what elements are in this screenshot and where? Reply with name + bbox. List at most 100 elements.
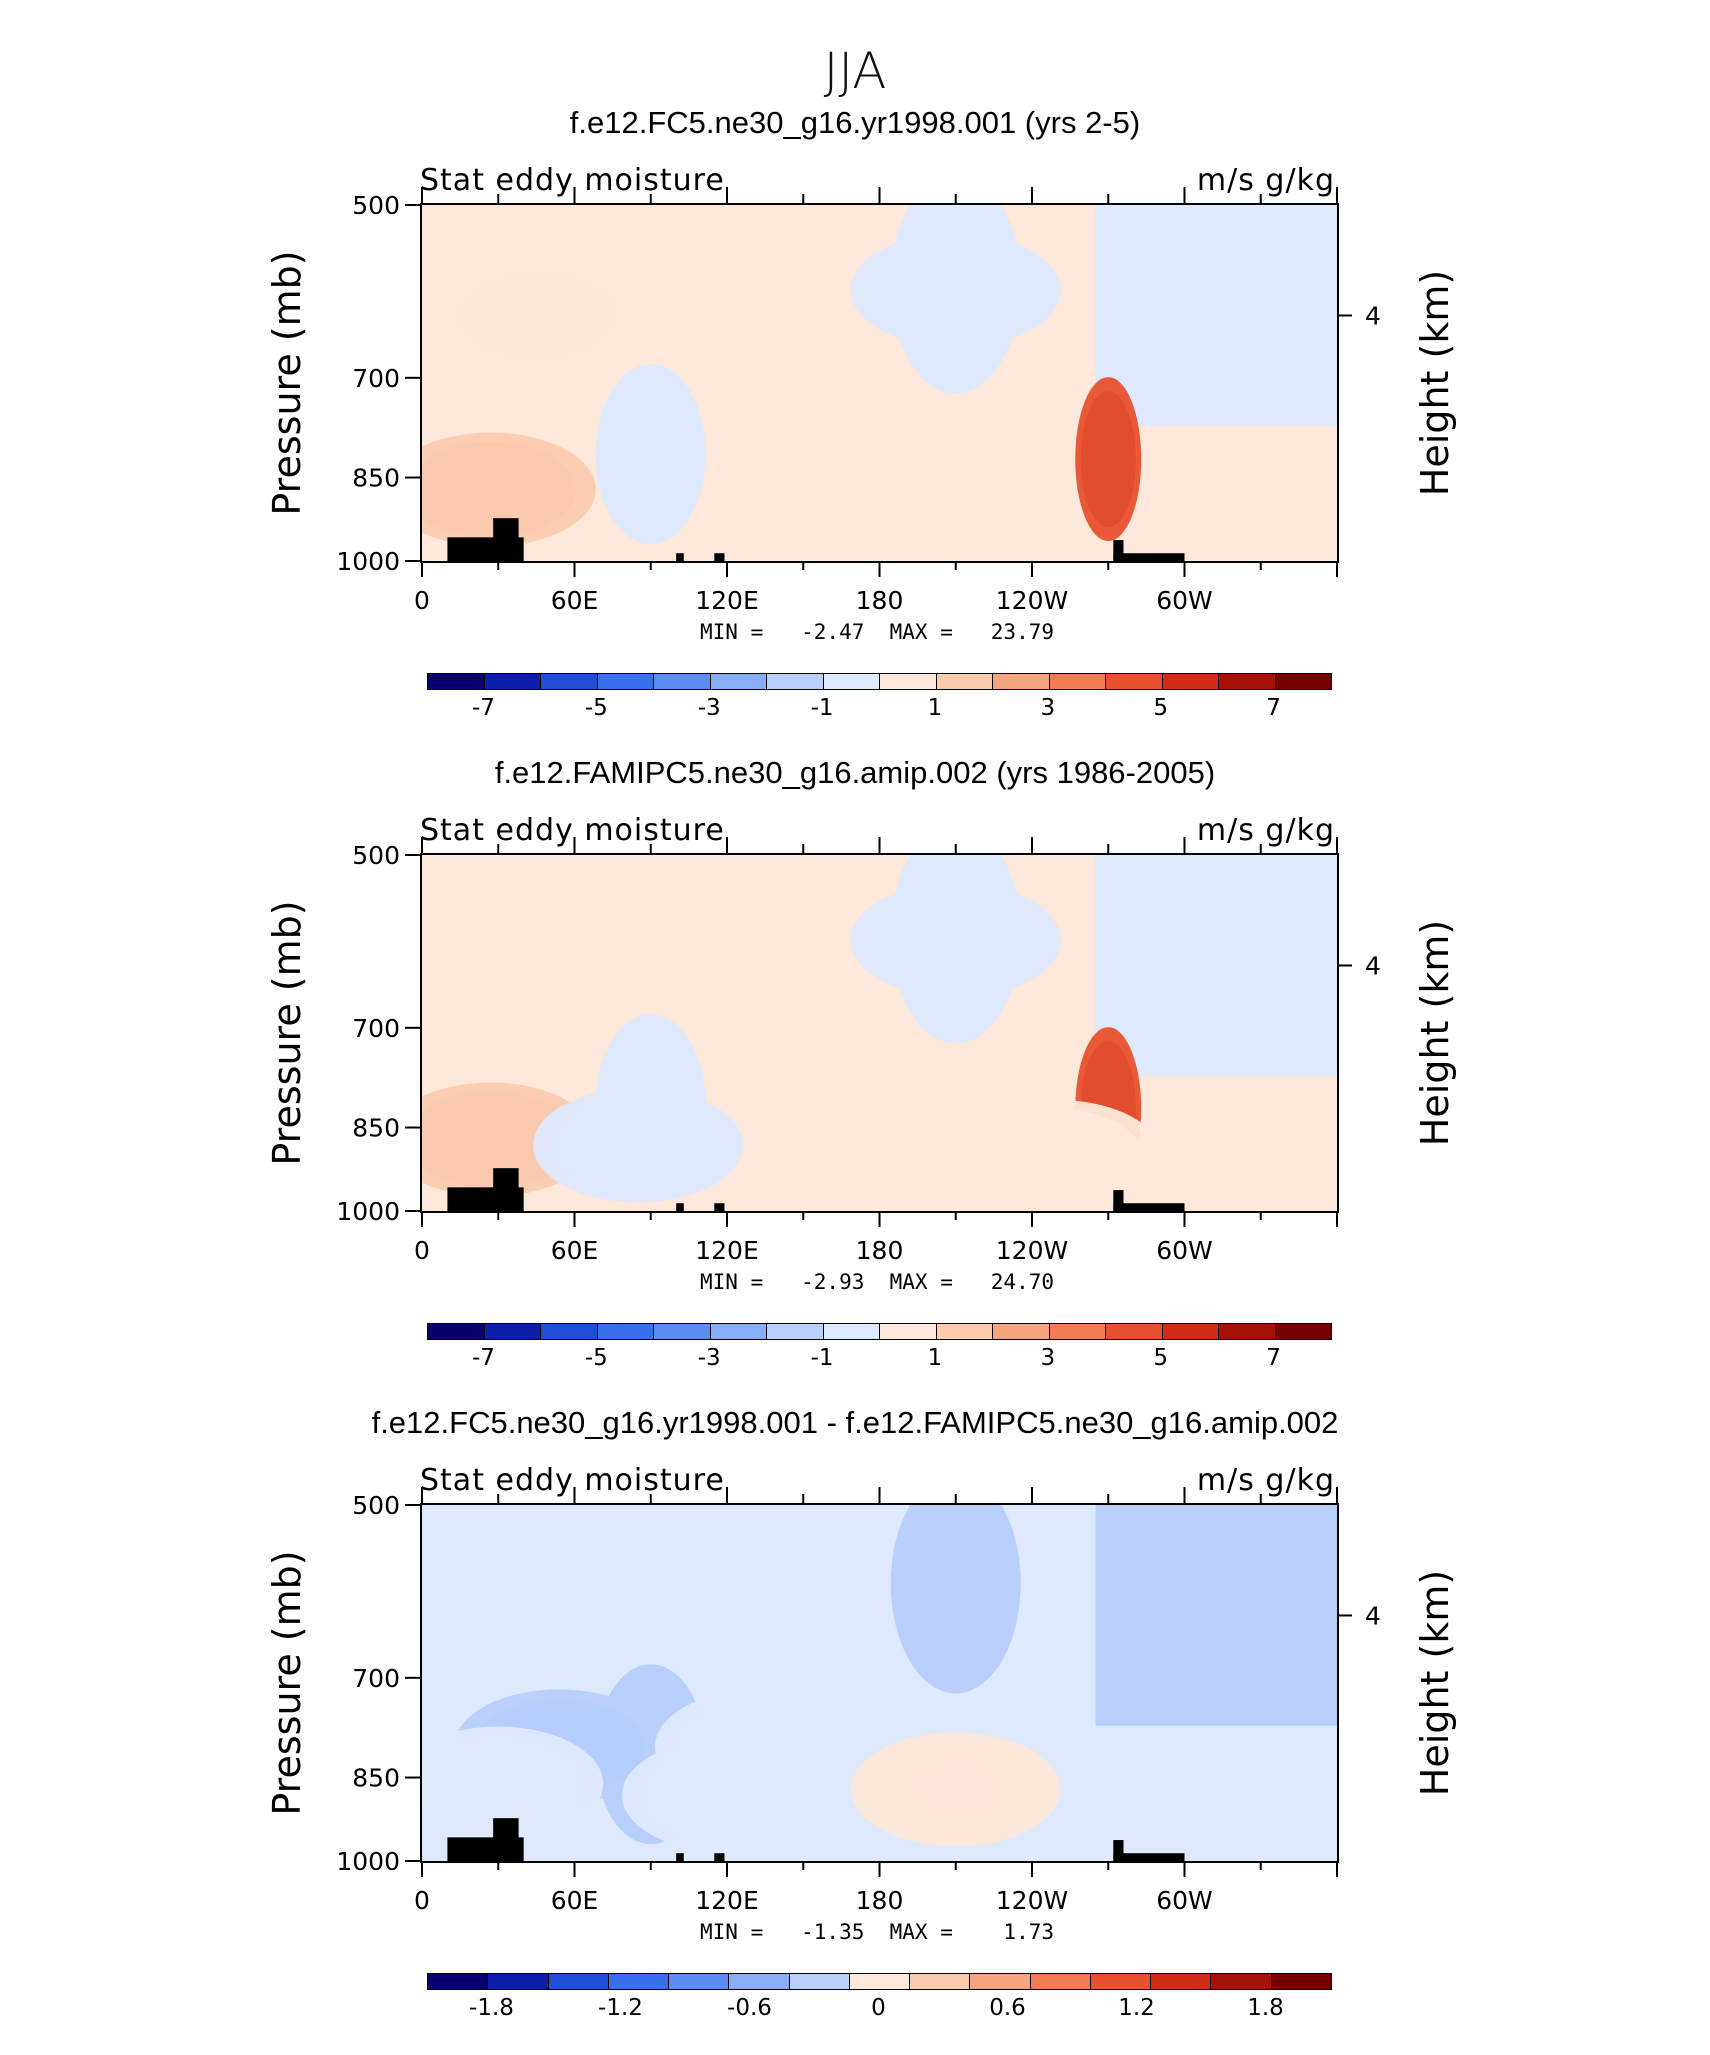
colorbar-label: 3 bbox=[1040, 1345, 1056, 1371]
colorbar-label: 7 bbox=[1266, 695, 1281, 721]
x-tick-label: 120E bbox=[695, 586, 759, 615]
colorbar-swatch bbox=[970, 1974, 1031, 1989]
x-tick-label: 120W bbox=[996, 1886, 1068, 1915]
colorbar-swatch bbox=[1090, 1974, 1152, 1989]
negative-region-west bbox=[595, 364, 706, 545]
x-tick-label: 0 bbox=[414, 1236, 430, 1265]
colorbar-label: 0 bbox=[871, 1995, 886, 2021]
y-tick-label: 700 bbox=[352, 1664, 400, 1693]
colorbar-swatch bbox=[789, 1974, 850, 1989]
colorbar-label: 3 bbox=[1040, 695, 1056, 721]
colorbar-swatch bbox=[541, 1324, 598, 1339]
colorbar-swatch bbox=[1275, 1324, 1331, 1339]
colorbar-swatch bbox=[1219, 674, 1276, 689]
axes: 500 700 850 1000 4 0 60E 120E 180 120W 60W Pressure… bbox=[265, 1487, 1457, 1915]
colorbar-swatch bbox=[541, 674, 598, 689]
colorbar-swatch bbox=[428, 1974, 489, 1989]
colorbar-swatch bbox=[488, 1974, 549, 1989]
x-tick-label: 60W bbox=[1156, 1886, 1213, 1915]
y-tick-label: 1000 bbox=[336, 1847, 400, 1876]
data-blob-4 bbox=[533, 1088, 744, 1203]
topography-mask bbox=[493, 518, 519, 561]
height-tick-label: 4 bbox=[1365, 301, 1381, 330]
data-blob-2 bbox=[952, 1099, 1163, 1211]
x-tick-label: 120E bbox=[695, 1236, 759, 1265]
negative-region-east bbox=[1095, 1505, 1337, 1726]
colorbar-label: 1 bbox=[927, 1345, 943, 1371]
y-axis-title: Pressure (mb) bbox=[265, 1550, 309, 1815]
x-tick-label: 120W bbox=[996, 1236, 1068, 1265]
topography-mask bbox=[676, 1203, 684, 1211]
colorbar-label: -0.6 bbox=[727, 1995, 772, 2021]
chart-panel-3: f.e12.FC5.ne30_g16.yr1998.001 - f.e12.FA… bbox=[0, 1405, 1710, 2055]
colorbar-swatch bbox=[880, 1324, 937, 1339]
data-blob-2 bbox=[850, 426, 1061, 541]
panel-title: f.e12.FC5.ne30_g16.yr1998.001 (yrs 2-5) bbox=[569, 105, 1141, 140]
colorbar-swatch bbox=[1106, 674, 1163, 689]
x-tick-label: 120E bbox=[695, 1886, 759, 1915]
colorbar-label: 1 bbox=[927, 695, 943, 721]
topography-mask bbox=[1113, 1203, 1185, 1211]
topography-mask bbox=[714, 1203, 725, 1211]
topography-mask bbox=[714, 553, 725, 561]
field-svg bbox=[422, 1505, 1337, 1861]
colorbar-swatch bbox=[823, 674, 880, 689]
left-label: Stat eddy moisture bbox=[420, 1463, 725, 1498]
colorbar-swatch bbox=[1275, 674, 1331, 689]
data-blob-0 bbox=[850, 1732, 1061, 1847]
x-tick-label: 60E bbox=[551, 1886, 599, 1915]
colorbar-label: 5 bbox=[1153, 1345, 1168, 1371]
y-tick-label: 700 bbox=[352, 364, 400, 393]
colorbar-swatch bbox=[910, 1974, 971, 1989]
colorbar-swatch bbox=[767, 674, 824, 689]
negative-region-central bbox=[890, 1505, 1021, 1694]
x-tick-label: 180 bbox=[856, 1886, 904, 1915]
colorbar bbox=[427, 1323, 1332, 1340]
topography-mask bbox=[493, 1818, 519, 1861]
data-blob-1 bbox=[1075, 377, 1142, 542]
x-tick-label: 60W bbox=[1156, 1236, 1213, 1265]
y-tick-label: 500 bbox=[352, 841, 400, 870]
topography-mask bbox=[676, 553, 684, 561]
y-tick-label: 850 bbox=[352, 1764, 400, 1793]
colorbar-swatch bbox=[654, 1324, 711, 1339]
data-blob-4 bbox=[622, 1738, 832, 1853]
y-axis-title-right: Height (km) bbox=[1413, 1570, 1457, 1796]
colorbar-swatch bbox=[767, 1324, 824, 1339]
colorbar-swatch bbox=[1030, 1974, 1091, 1989]
colorbar-label: -3 bbox=[697, 695, 721, 721]
colorbar-swatch bbox=[1049, 674, 1106, 689]
y-tick-label: 500 bbox=[352, 191, 400, 220]
topography-mask bbox=[493, 1168, 519, 1211]
colorbar bbox=[427, 673, 1332, 690]
units-label: m/s g/kg bbox=[1196, 813, 1335, 848]
colorbar-swatch bbox=[1151, 1974, 1212, 1989]
min-max-stats: MIN = -2.93 MAX = 24.70 bbox=[700, 1270, 1055, 1294]
colorbar-swatch bbox=[548, 1974, 609, 1989]
colorbar-swatch bbox=[880, 674, 937, 689]
colorbar-swatch bbox=[823, 1324, 880, 1339]
colorbar-label: -5 bbox=[584, 695, 608, 721]
panel-title: f.e12.FC5.ne30_g16.yr1998.001 - f.e12.FA… bbox=[371, 1405, 1339, 1440]
topography-mask bbox=[676, 1853, 684, 1861]
min-max-stats: MIN = -1.35 MAX = 1.73 bbox=[700, 1920, 1055, 1944]
colorbar-label: -1.2 bbox=[598, 1995, 643, 2021]
colorbar-label: -1 bbox=[810, 695, 834, 721]
colorbar-swatch bbox=[936, 674, 993, 689]
colorbar-label: -1.8 bbox=[469, 1995, 514, 2021]
y-axis-title-right: Height (km) bbox=[1413, 270, 1457, 496]
page-title: JJA bbox=[823, 42, 887, 100]
colorbar-swatch bbox=[1106, 1324, 1163, 1339]
colorbar-swatch bbox=[1049, 1324, 1106, 1339]
field-svg bbox=[422, 205, 1337, 561]
data-blob-3 bbox=[431, 258, 642, 373]
topography-mask bbox=[1113, 553, 1185, 561]
y-tick-label: 850 bbox=[352, 464, 400, 493]
topography-mask bbox=[1113, 1853, 1185, 1861]
colorbar-swatch bbox=[428, 674, 485, 689]
colorbar-label: 1.2 bbox=[1118, 1995, 1155, 2021]
y-axis-title-right: Height (km) bbox=[1413, 920, 1457, 1146]
height-tick-label: 4 bbox=[1365, 951, 1381, 980]
x-tick-label: 0 bbox=[414, 586, 430, 615]
y-tick-label: 500 bbox=[352, 1491, 400, 1520]
